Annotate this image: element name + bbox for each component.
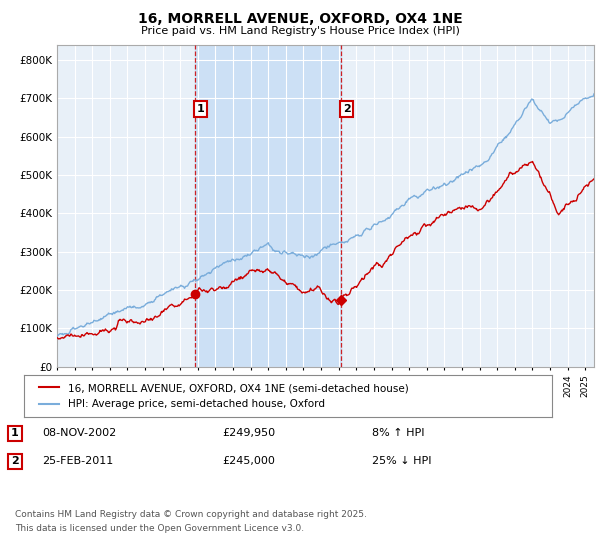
Text: 2: 2: [11, 456, 19, 466]
Text: £245,000: £245,000: [222, 456, 275, 466]
Text: 16, MORRELL AVENUE, OXFORD, OX4 1NE: 16, MORRELL AVENUE, OXFORD, OX4 1NE: [137, 12, 463, 26]
Text: £249,950: £249,950: [222, 428, 275, 438]
Text: 25-FEB-2011: 25-FEB-2011: [42, 456, 113, 466]
Legend: 16, MORRELL AVENUE, OXFORD, OX4 1NE (semi-detached house), HPI: Average price, s: 16, MORRELL AVENUE, OXFORD, OX4 1NE (sem…: [34, 379, 413, 413]
Bar: [195, 45, 341, 367]
Text: 1: 1: [11, 428, 19, 438]
Text: 2: 2: [343, 104, 350, 114]
Text: 8% ↑ HPI: 8% ↑ HPI: [372, 428, 425, 438]
Text: Price paid vs. HM Land Registry's House Price Index (HPI): Price paid vs. HM Land Registry's House …: [140, 26, 460, 36]
Text: Contains HM Land Registry data © Crown copyright and database right 2025.: Contains HM Land Registry data © Crown c…: [15, 510, 367, 519]
Text: 1: 1: [197, 104, 205, 114]
Text: This data is licensed under the Open Government Licence v3.0.: This data is licensed under the Open Gov…: [15, 524, 304, 533]
Text: 08-NOV-2002: 08-NOV-2002: [42, 428, 116, 438]
Text: 25% ↓ HPI: 25% ↓ HPI: [372, 456, 431, 466]
